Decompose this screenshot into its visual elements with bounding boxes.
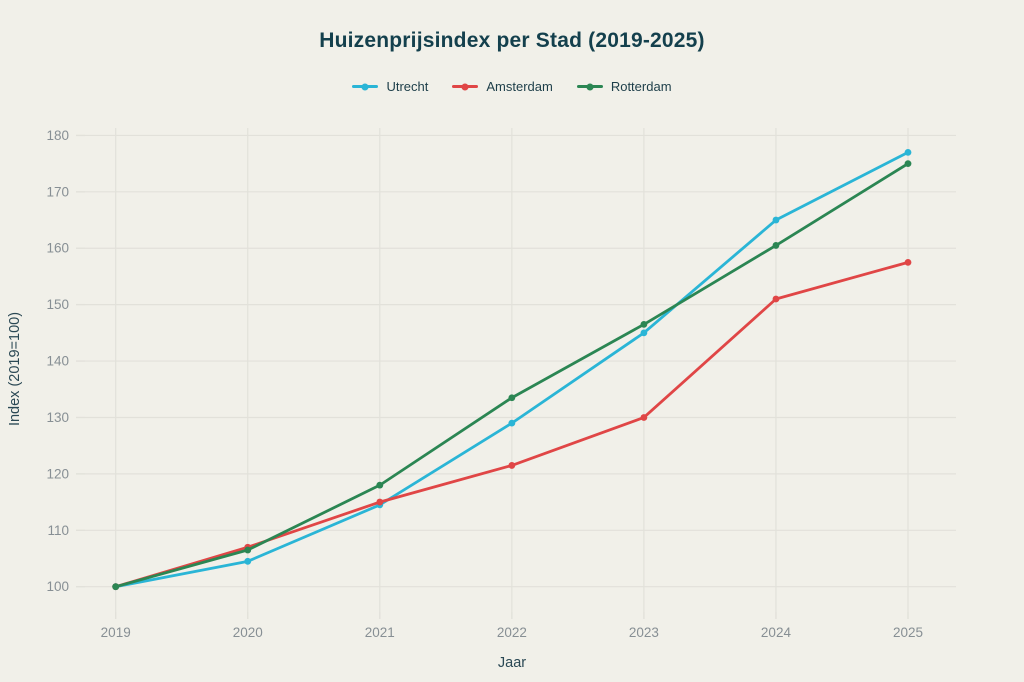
legend-marker-icon [452, 85, 479, 88]
y-tick-label: 140 [46, 354, 69, 369]
y-axis-title: Index (2019=100) [7, 311, 23, 427]
data-point [904, 258, 912, 266]
data-point [508, 462, 516, 469]
data-point [508, 394, 516, 402]
data-point [772, 242, 780, 249]
legend-item-utrecht[interactable]: Utrecht [352, 79, 428, 94]
legend-marker-icon [352, 85, 379, 88]
y-tick-label: 100 [46, 579, 69, 594]
y-tick-label: 170 [46, 184, 69, 199]
data-point [640, 320, 648, 328]
x-axis-title: Jaar [497, 655, 527, 671]
x-tick-label: 2023 [629, 625, 659, 640]
y-tick-label: 160 [46, 241, 69, 256]
data-point [640, 414, 648, 421]
x-tick-label: 2019 [101, 625, 131, 640]
x-tick-label: 2020 [233, 625, 263, 640]
legend-label: Rotterdam [610, 79, 672, 94]
legend-label: Amsterdam [486, 79, 553, 94]
x-tick-label: 2021 [365, 625, 395, 640]
y-tick-label: 150 [46, 297, 69, 312]
x-tick-label: 2022 [497, 625, 527, 640]
data-point [772, 216, 780, 224]
data-point [772, 295, 780, 303]
data-point [904, 148, 912, 156]
data-point [112, 583, 120, 591]
legend-item-amsterdam[interactable]: Amsterdam [452, 79, 553, 94]
data-point [508, 419, 516, 427]
x-grid-and-ticks: 2019 2020 2021 2022 2023 2024 2025 [101, 128, 923, 640]
chart-title: Huizenprijsindex per Stad (2019-2025) [319, 29, 705, 52]
legend-marker-icon [576, 85, 603, 88]
data-point [376, 498, 384, 506]
data-point [244, 557, 252, 565]
legend-label: Utrecht [386, 79, 429, 94]
chart-legend: Utrecht Amsterdam Rotterdam [0, 79, 1024, 94]
data-point [640, 329, 648, 337]
data-point [244, 546, 252, 554]
y-tick-label: 120 [46, 466, 69, 481]
y-grid-and-ticks: 100 110 120 130 140 150 160 170 180 [46, 128, 956, 594]
y-tick-label: 180 [46, 128, 69, 143]
x-tick-label: 2024 [761, 625, 792, 640]
legend-item-rotterdam[interactable]: Rotterdam [576, 79, 672, 94]
y-tick-label: 110 [47, 523, 69, 538]
y-tick-label: 130 [46, 410, 69, 425]
data-point [904, 160, 912, 168]
x-tick-label: 2025 [893, 625, 923, 640]
series-rotterdam [112, 160, 912, 591]
data-point [376, 481, 384, 489]
